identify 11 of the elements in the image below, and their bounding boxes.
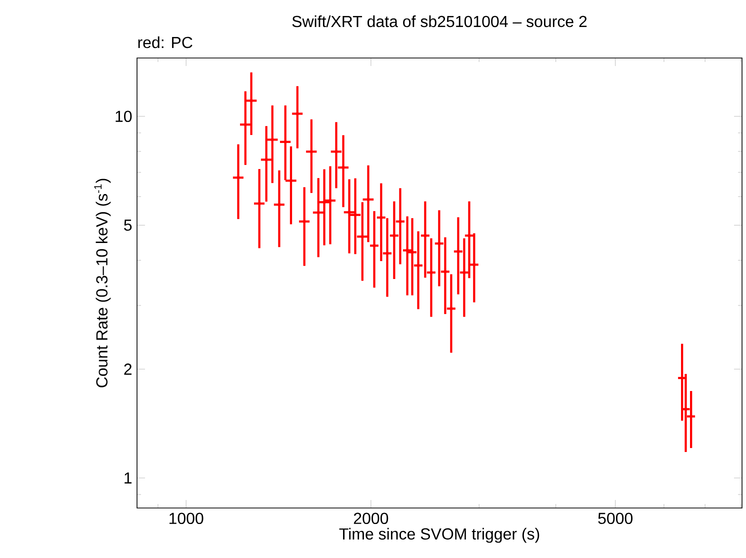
y-tick-label: 1: [124, 472, 132, 484]
y-axis-title: Count Rate (0.3–10 keV) (s$^{-1}$): [94, 178, 111, 388]
y-tick-label: 2: [124, 364, 132, 375]
x-tick-label: 5000: [598, 512, 633, 524]
y-tick-label: 5: [124, 220, 132, 231]
y-tick-label: 10: [116, 110, 132, 122]
x-tick-label: 2000: [354, 512, 388, 524]
text: red: PC: [138, 36, 192, 48]
x-axis-title: Time since SVOM trigger (s): [339, 528, 540, 543]
chart-title: Swift/XRT data of sb25101004 – source 2: [292, 15, 587, 28]
x-tick-label: 1000: [170, 512, 204, 524]
